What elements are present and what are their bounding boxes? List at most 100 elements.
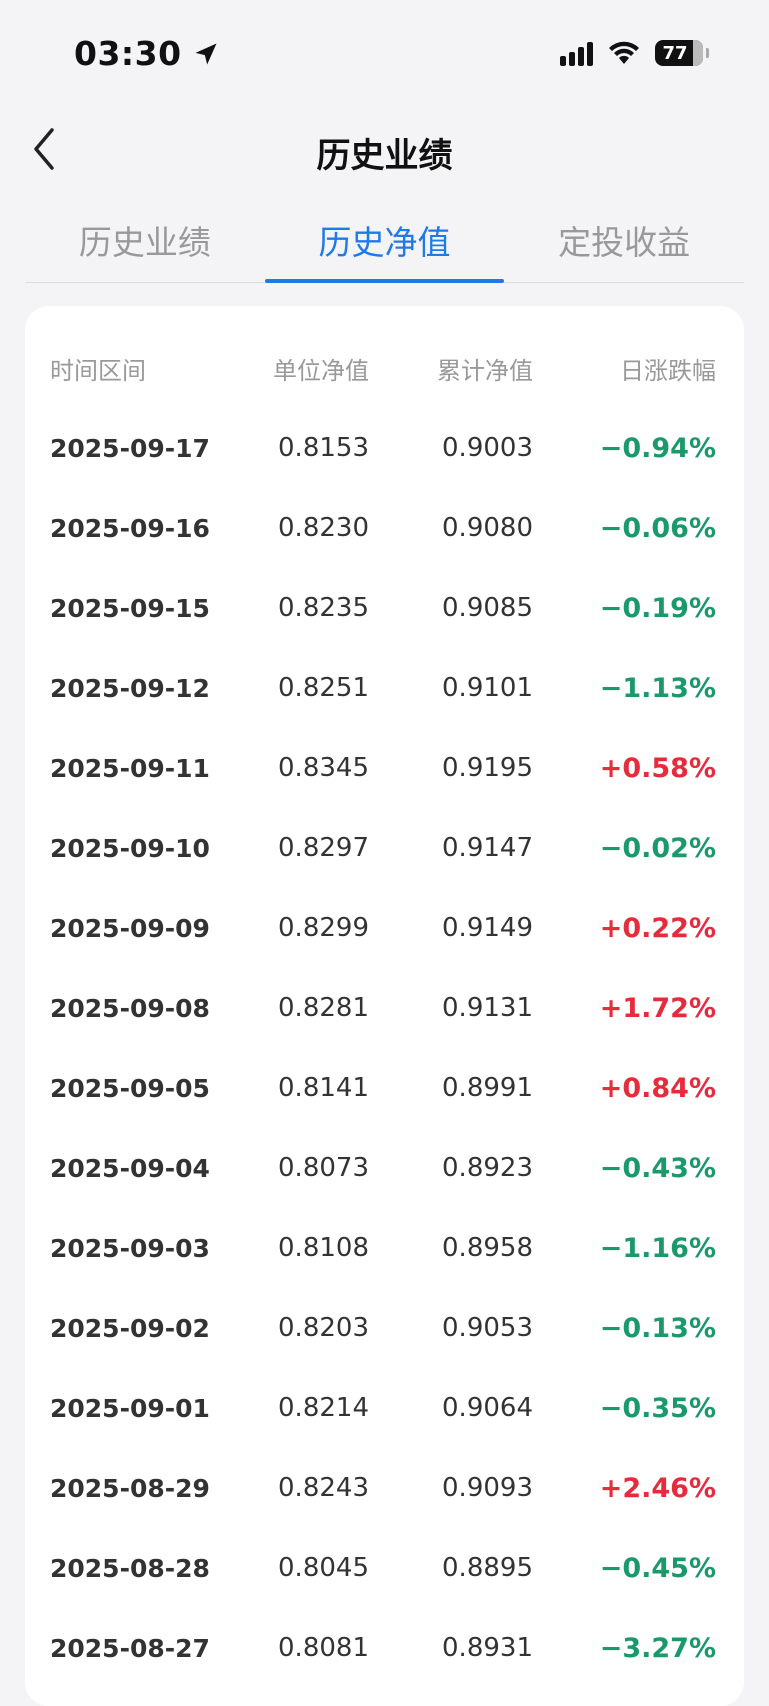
row-daily-change: +1.72%: [599, 992, 716, 1024]
row-daily-change: −0.43%: [599, 1152, 716, 1184]
battery-level: 77: [662, 42, 688, 64]
row-daily-change: −0.06%: [599, 512, 716, 544]
row-accumulated-nav: 0.9003: [442, 433, 533, 463]
row-daily-change: −1.16%: [599, 1232, 716, 1264]
row-unit-nav: 0.8345: [278, 753, 369, 783]
table-header: 时间区间 单位净值 累计净值 日涨跌幅: [25, 328, 744, 408]
table-row: 2025-09-02 0.8203 0.9053 −0.13%: [25, 1288, 744, 1368]
tab-history-nav[interactable]: 历史净值: [264, 200, 505, 283]
row-unit-nav: 0.8203: [278, 1313, 369, 1343]
table-row: 2025-09-11 0.8345 0.9195 +0.58%: [25, 728, 744, 808]
row-unit-nav: 0.8045: [278, 1553, 369, 1583]
row-accumulated-nav: 0.9147: [442, 833, 533, 863]
tab-fixed-investment-return[interactable]: 定投收益: [558, 223, 691, 262]
row-accumulated-nav: 0.8991: [442, 1073, 533, 1103]
status-bar: 03:30 77: [0, 0, 769, 110]
row-date: 2025-09-08: [50, 993, 210, 1023]
row-accumulated-nav: 0.9053: [442, 1313, 533, 1343]
row-daily-change: +0.58%: [599, 752, 716, 784]
row-date: 2025-09-17: [50, 433, 210, 463]
row-unit-nav: 0.8081: [278, 1633, 369, 1663]
row-daily-change: −0.45%: [599, 1552, 716, 1584]
row-date: 2025-09-03: [50, 1233, 210, 1263]
cellular-signal-icon: [560, 40, 593, 66]
row-accumulated-nav: 0.9064: [442, 1393, 533, 1423]
row-unit-nav: 0.8243: [278, 1473, 369, 1503]
table-row: 2025-08-29 0.8243 0.9093 +2.46%: [25, 1448, 744, 1528]
page-title: 历史业绩: [316, 136, 453, 176]
row-date: 2025-09-15: [50, 593, 210, 623]
row-unit-nav: 0.8108: [278, 1233, 369, 1263]
row-accumulated-nav: 0.9093: [442, 1473, 533, 1503]
table-row: 2025-09-08 0.8281 0.9131 +1.72%: [25, 968, 744, 1048]
header-date-range: 时间区间: [50, 356, 146, 385]
row-daily-change: −0.35%: [599, 1392, 716, 1424]
table-row: 2025-08-27 0.8081 0.8931 −3.27%: [25, 1608, 744, 1688]
row-unit-nav: 0.8214: [278, 1393, 369, 1423]
header-accumulated-nav: 累计净值: [437, 356, 533, 385]
header-daily-change: 日涨跌幅: [620, 356, 716, 385]
tab-history-performance[interactable]: 历史业绩: [78, 223, 211, 262]
row-daily-change: +0.84%: [599, 1072, 716, 1104]
row-date: 2025-09-10: [50, 833, 210, 863]
table-row: 2025-08-28 0.8045 0.8895 −0.45%: [25, 1528, 744, 1608]
status-time-text: 03:30: [74, 34, 182, 73]
wifi-icon: [609, 41, 639, 64]
table-body: 2025-09-17 0.8153 0.9003 −0.94% 2025-09-16 0.…: [25, 408, 744, 1688]
nav-history-table: 时间区间 单位净值 累计净值 日涨跌幅 2025-09-17 0.8153 0.90…: [25, 306, 744, 1706]
status-time: 03:30: [74, 34, 220, 73]
battery-icon: 77: [655, 40, 709, 66]
row-date: 2025-09-05: [50, 1073, 210, 1103]
row-date: 2025-09-11: [50, 753, 210, 783]
table-row: 2025-09-01 0.8214 0.9064 −0.35%: [25, 1368, 744, 1448]
location-arrow-icon: [195, 43, 217, 64]
row-accumulated-nav: 0.8931: [442, 1633, 533, 1663]
row-unit-nav: 0.8251: [278, 673, 369, 703]
row-accumulated-nav: 0.8895: [442, 1553, 533, 1583]
row-date: 2025-08-27: [50, 1633, 210, 1663]
row-unit-nav: 0.8297: [278, 833, 369, 863]
row-date: 2025-09-02: [50, 1313, 210, 1343]
row-accumulated-nav: 0.8923: [442, 1153, 533, 1183]
row-daily-change: +2.46%: [599, 1472, 716, 1504]
table-row: 2025-09-15 0.8235 0.9085 −0.19%: [25, 568, 744, 648]
row-daily-change: +0.22%: [599, 912, 716, 944]
row-accumulated-nav: 0.9195: [442, 753, 533, 783]
row-date: 2025-09-01: [50, 1393, 210, 1423]
row-date: 2025-08-29: [50, 1473, 210, 1503]
row-unit-nav: 0.8235: [278, 593, 369, 623]
row-unit-nav: 0.8281: [278, 993, 369, 1023]
row-unit-nav: 0.8073: [278, 1153, 369, 1183]
table-row: 2025-09-10 0.8297 0.9147 −0.02%: [25, 808, 744, 888]
table-row: 2025-09-04 0.8073 0.8923 −0.43%: [25, 1128, 744, 1208]
table-row: 2025-09-03 0.8108 0.8958 −1.16%: [25, 1208, 744, 1288]
row-accumulated-nav: 0.9131: [442, 993, 533, 1023]
row-daily-change: −3.27%: [599, 1632, 716, 1664]
table-row: 2025-09-09 0.8299 0.9149 +0.22%: [25, 888, 744, 968]
row-accumulated-nav: 0.9080: [442, 513, 533, 543]
row-unit-nav: 0.8230: [278, 513, 369, 543]
nav-bar: 历史业绩: [0, 110, 769, 190]
back-chevron-icon[interactable]: [28, 124, 62, 174]
row-unit-nav: 0.8299: [278, 913, 369, 943]
row-date: 2025-09-04: [50, 1153, 210, 1183]
tab-bar: 历史业绩 历史净值 定投收益: [25, 200, 744, 283]
row-daily-change: −0.94%: [599, 432, 716, 464]
row-date: 2025-09-12: [50, 673, 210, 703]
header-unit-nav: 单位净值: [273, 356, 369, 385]
row-daily-change: −0.02%: [599, 832, 716, 864]
row-unit-nav: 0.8141: [278, 1073, 369, 1103]
table-row: 2025-09-17 0.8153 0.9003 −0.94%: [25, 408, 744, 488]
row-daily-change: −0.13%: [599, 1312, 716, 1344]
row-accumulated-nav: 0.9149: [442, 913, 533, 943]
row-date: 2025-09-09: [50, 913, 210, 943]
row-unit-nav: 0.8153: [278, 433, 369, 463]
row-daily-change: −0.19%: [599, 592, 716, 624]
row-date: 2025-09-16: [50, 513, 210, 543]
table-row: 2025-09-16 0.8230 0.9080 −0.06%: [25, 488, 744, 568]
row-date: 2025-08-28: [50, 1553, 210, 1583]
row-accumulated-nav: 0.9101: [442, 673, 533, 703]
row-daily-change: −1.13%: [599, 672, 716, 704]
status-indicators: 77: [560, 40, 709, 66]
row-accumulated-nav: 0.8958: [442, 1233, 533, 1263]
